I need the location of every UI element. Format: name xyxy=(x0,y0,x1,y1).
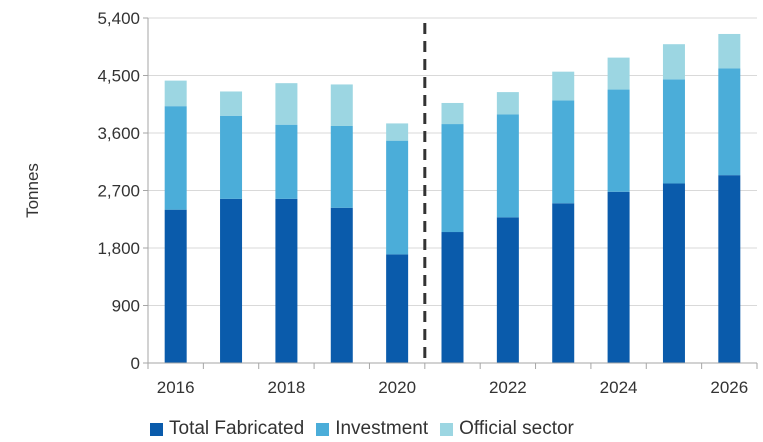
bar-official-sector-2023 xyxy=(552,71,575,101)
bar-official-sector-2021 xyxy=(441,102,464,125)
legend-item: Investment xyxy=(316,418,428,440)
bar-total-fabricated-2019 xyxy=(330,207,353,363)
bar-official-sector-2025 xyxy=(662,44,685,80)
bar-investment-2024 xyxy=(607,89,630,192)
bar-official-sector-2020 xyxy=(386,123,409,141)
bar-official-sector-2026 xyxy=(718,33,741,69)
bar-investment-2016 xyxy=(164,106,187,210)
y-tick-label: 0 xyxy=(131,354,140,373)
y-tick-label: 4,500 xyxy=(97,67,140,86)
bar-investment-2019 xyxy=(330,125,353,208)
bar-total-fabricated-2018 xyxy=(275,198,298,363)
bar-total-fabricated-2023 xyxy=(552,203,575,363)
bar-investment-2020 xyxy=(386,140,409,255)
legend-label: Official sector xyxy=(459,418,574,439)
bar-investment-2022 xyxy=(496,114,519,218)
legend: Total Fabricated Investment Official secto… xyxy=(150,418,586,440)
legend-item: Official sector xyxy=(440,418,574,440)
bar-investment-2025 xyxy=(662,79,685,184)
bar-total-fabricated-2025 xyxy=(662,183,685,363)
y-tick-label: 3,600 xyxy=(97,124,140,143)
x-tick-label: 2024 xyxy=(600,378,638,397)
bar-investment-2018 xyxy=(275,124,298,199)
bar-official-sector-2018 xyxy=(275,83,298,125)
bar-investment-2023 xyxy=(552,100,575,204)
x-tick-label: 2018 xyxy=(267,378,305,397)
bar-total-fabricated-2026 xyxy=(718,175,741,363)
x-tick-labels: 2016 2018 2020 2022 2024 2026 xyxy=(157,378,748,397)
axes xyxy=(143,17,758,369)
y-tick-labels: 0 900 1,800 2,700 3,600 4,500 5,400 xyxy=(97,9,140,373)
x-tick-label: 2020 xyxy=(378,378,416,397)
legend-label: Investment xyxy=(335,418,429,439)
legend-label: Total Fabricated xyxy=(169,418,305,439)
bar-official-sector-2019 xyxy=(330,84,353,126)
legend-item: Total Fabricated xyxy=(150,418,304,440)
bar-total-fabricated-2020 xyxy=(386,254,409,363)
legend-swatch xyxy=(316,422,330,436)
bar-total-fabricated-2017 xyxy=(220,198,243,363)
x-tick-label: 2026 xyxy=(710,378,748,397)
y-tick-label: 1,800 xyxy=(97,239,140,258)
legend-swatch xyxy=(150,422,163,436)
bar-total-fabricated-2024 xyxy=(607,191,630,363)
bar-official-sector-2022 xyxy=(496,92,519,115)
legend-swatch xyxy=(440,422,454,436)
y-tick-label: 900 xyxy=(112,297,140,316)
bar-total-fabricated-2016 xyxy=(164,209,187,363)
y-tick-label: 5,400 xyxy=(97,9,140,28)
bar-investment-2026 xyxy=(718,68,741,176)
y-axis-label: Tonnes xyxy=(23,163,42,218)
bar-investment-2021 xyxy=(441,124,464,233)
bars xyxy=(164,33,741,363)
bar-investment-2017 xyxy=(220,115,243,199)
x-tick-label: 2016 xyxy=(157,378,195,397)
x-tick-label: 2022 xyxy=(489,378,527,397)
bar-total-fabricated-2021 xyxy=(441,232,464,363)
bar-official-sector-2016 xyxy=(164,80,187,107)
y-tick-label: 2,700 xyxy=(97,182,140,201)
bar-total-fabricated-2022 xyxy=(496,217,519,363)
bar-official-sector-2017 xyxy=(220,91,243,116)
bar-official-sector-2024 xyxy=(607,57,630,90)
